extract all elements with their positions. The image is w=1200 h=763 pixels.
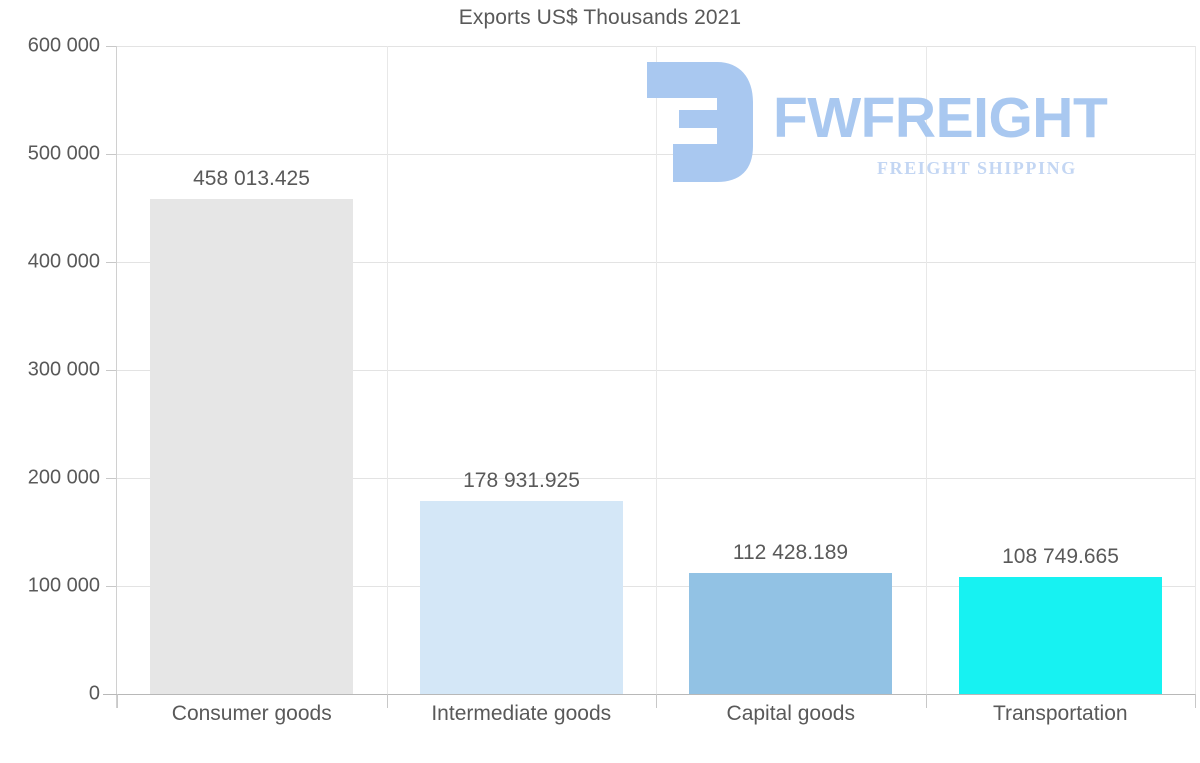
x-axis-tick-label: Transportation [992,702,1128,725]
chart-title: Exports US$ Thousands 2021 [458,6,742,29]
x-axis-tick-mark [926,694,927,708]
plot-area: 458 013.425 178 931.925 112 428.189 108 749… [103,46,1196,708]
x-axis-tick-label: Consumer goods [171,702,332,725]
x-axis-tick-label: Capital goods [726,702,855,725]
gridline-vertical [926,46,927,694]
bar-value-label: 458 013.425 [193,167,310,191]
y-axis-tick-label: 100 000 [27,574,100,597]
bar-value-label: 178 931.925 [463,468,580,492]
gridline-vertical [656,46,657,694]
y-axis-tick-label: 500 000 [27,142,100,165]
y-axis-line [116,46,117,708]
y-axis-tick-mark [106,154,117,155]
gridline-vertical [387,46,388,694]
y-axis-tick-label: 400 000 [27,250,100,273]
gridline-vertical [1195,46,1196,694]
y-axis-tick-label: 300 000 [27,358,100,381]
bar[interactable] [689,572,892,694]
y-axis-tick-label: 0 [88,682,100,705]
bar-value-label: 112 428.189 [732,540,849,564]
bar[interactable] [420,500,623,694]
y-axis-tick-mark [106,586,117,587]
bar-value-label: 108 749.665 [1002,544,1119,568]
x-axis-tick-mark [387,694,388,708]
y-axis-tick-label: 200 000 [27,466,100,489]
bar[interactable] [959,576,1162,694]
bar[interactable] [150,199,353,694]
y-axis-tick-mark [106,262,117,263]
y-axis-tick-mark [106,478,117,479]
y-axis-tick-label: 600 000 [27,34,100,57]
x-axis-line [103,694,1195,695]
y-axis-tick-mark [106,46,117,47]
y-axis-tick-mark [106,370,117,371]
x-axis-tick-label: Intermediate goods [431,702,612,725]
x-axis-tick-mark [1195,694,1196,708]
x-axis-tick-mark [656,694,657,708]
x-axis-tick-mark [117,694,118,708]
